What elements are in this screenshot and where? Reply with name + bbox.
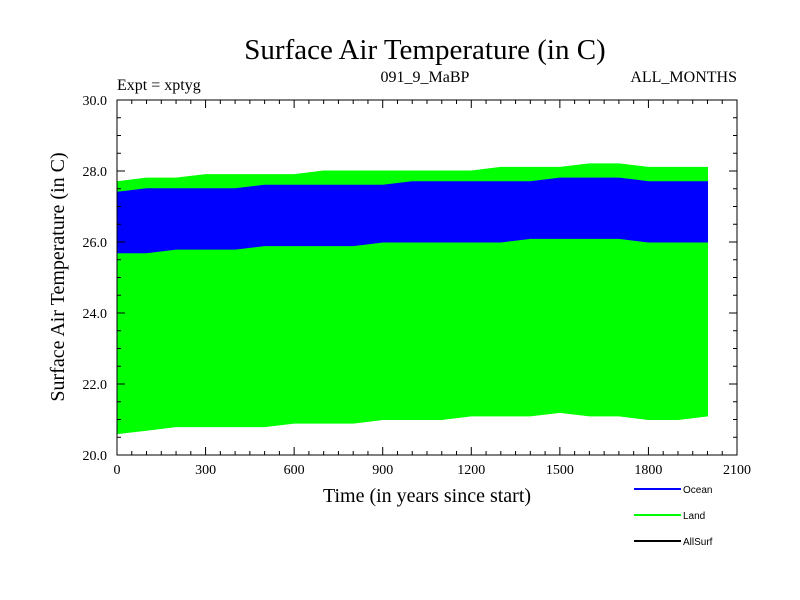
- x-tick-label: 1800: [634, 463, 662, 478]
- y-axis-label: Surface Air Temperature (in C): [47, 152, 69, 401]
- x-axis-label: Time (in years since start): [323, 485, 531, 507]
- legend-label-ocean: Ocean: [683, 485, 712, 496]
- months-label: ALL_MONTHS: [630, 69, 737, 86]
- y-tick-label: 30.0: [83, 94, 108, 109]
- x-tick-label: 2100: [723, 463, 751, 478]
- plot-frame: [116, 99, 738, 456]
- y-tick-label: 20.0: [83, 449, 108, 464]
- x-tick-label: 1200: [457, 463, 485, 478]
- y-tick-label: 26.0: [83, 236, 108, 251]
- x-tick-label: 900: [372, 463, 393, 478]
- y-tick-label: 28.0: [83, 165, 108, 180]
- legend-label-allsurf: AllSurf: [683, 537, 713, 548]
- x-tick-label: 1500: [546, 463, 574, 478]
- plot-series: [116, 163, 708, 435]
- chart-title: Surface Air Temperature (in C): [244, 34, 605, 66]
- x-tick-label: 300: [195, 463, 216, 478]
- legend: Ocean Land AllSurf: [634, 485, 713, 548]
- y-tick-label: 24.0: [83, 307, 108, 322]
- y-tick-label: 22.0: [83, 378, 108, 393]
- series-band-ocean: [116, 177, 708, 254]
- tick-labels: 0 300 600 900 1200 1500 1800 2100 20.0 22.0 24.0 26…: [83, 94, 752, 478]
- experiment-label: Expt = xptyg: [117, 77, 201, 94]
- x-tick-label: 600: [284, 463, 305, 478]
- x-tick-label: 0: [114, 463, 121, 478]
- legend-label-land: Land: [683, 511, 705, 522]
- period-label: 091_9_MaBP: [381, 69, 470, 86]
